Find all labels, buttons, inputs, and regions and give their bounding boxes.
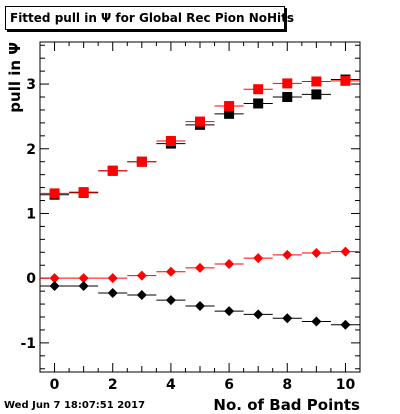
data-point-square [311, 89, 322, 100]
data-point-diamond [195, 301, 205, 311]
data-point-diamond [165, 266, 176, 277]
data-point-square [49, 189, 60, 200]
data-point-diamond [311, 247, 322, 258]
y-tick-label: 1 [26, 206, 36, 222]
data-point-diamond [165, 295, 176, 306]
data-point-square [107, 165, 118, 176]
data-point-diamond [107, 288, 118, 299]
data-point-diamond [224, 258, 235, 269]
data-point-diamond [282, 313, 293, 324]
data-point-diamond [136, 270, 147, 281]
plot-frame [39, 41, 361, 373]
x-tick-label: 0 [50, 377, 60, 393]
x-tick-label: 10 [336, 377, 356, 393]
data-point-diamond [78, 273, 89, 284]
data-point-square [340, 75, 351, 86]
y-tick-label: 3 [26, 77, 36, 93]
y-tick-label: 0 [26, 271, 36, 287]
data-point-square [49, 188, 60, 199]
y-tick-label: -1 [20, 336, 36, 352]
data-point-square [165, 136, 176, 146]
data-point-square [136, 156, 147, 167]
data-point-diamond [78, 280, 89, 291]
data-point-square [107, 165, 118, 176]
data-point-diamond [224, 306, 235, 317]
data-point-square [224, 101, 235, 112]
data-point-square [282, 78, 293, 89]
data-point-diamond [253, 253, 264, 264]
data-point-square [165, 138, 176, 149]
data-point-diamond [136, 290, 147, 300]
data-point-diamond [49, 273, 60, 284]
timestamp: Wed Jun 7 18:07:51 2017 [4, 400, 146, 411]
x-tick-label: 2 [108, 377, 118, 393]
x-tick-label: 6 [224, 377, 234, 393]
data-point-square [311, 76, 322, 87]
data-point-square [78, 187, 89, 198]
data-point-diamond [282, 249, 293, 260]
x-axis-label: No. of Bad Points [213, 396, 360, 414]
data-point-square [253, 98, 264, 109]
data-point-diamond [340, 319, 351, 330]
data-point-square [340, 74, 351, 85]
data-point-square [195, 119, 205, 130]
data-point-diamond [253, 309, 264, 320]
data-point-diamond [340, 246, 351, 257]
y-axis-label: pull in Ψ [6, 42, 24, 113]
x-tick-label: 4 [166, 377, 176, 393]
data-point-diamond [195, 262, 205, 273]
chart-title: Fitted pull in Ψ for Global Rec Pion NoH… [5, 6, 294, 30]
data-point-diamond [49, 280, 60, 291]
data-point-square [195, 116, 205, 127]
data-point-diamond [311, 316, 322, 327]
data-point-square [136, 156, 147, 167]
data-point-square [282, 92, 293, 102]
y-tick-label: 2 [26, 142, 36, 158]
data-point-diamond [107, 273, 118, 284]
data-point-square [253, 84, 264, 95]
x-tick-label: 8 [282, 377, 292, 393]
data-point-square [224, 108, 235, 119]
data-point-square [78, 187, 89, 198]
